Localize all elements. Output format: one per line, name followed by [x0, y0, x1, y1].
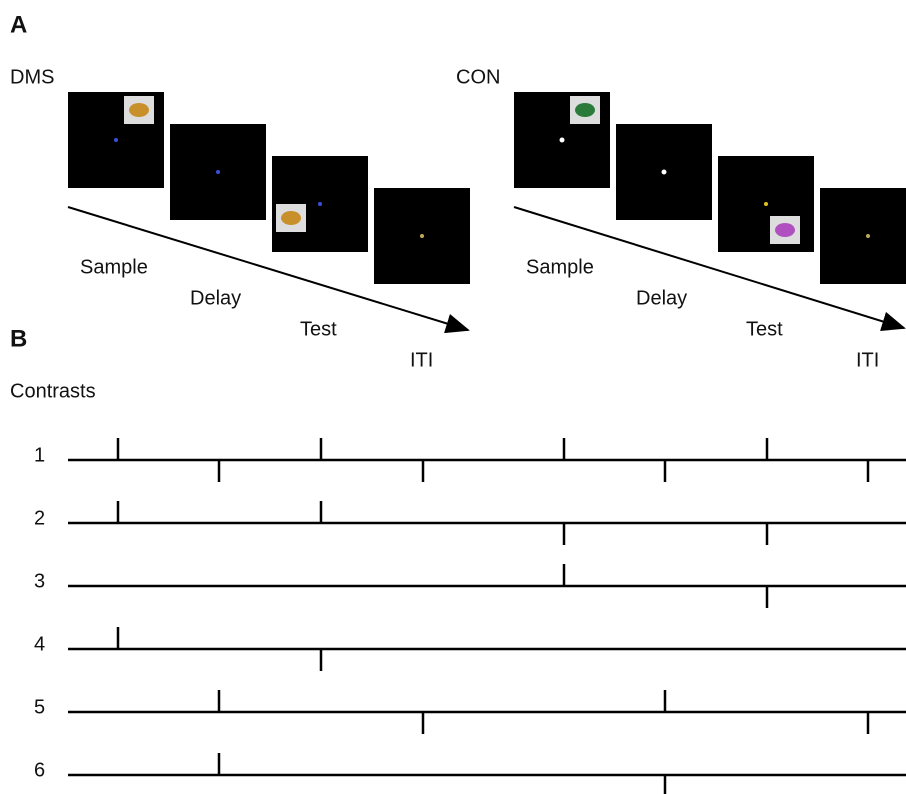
task-name: DMS	[10, 66, 54, 88]
stimulus-object	[775, 223, 795, 237]
task-panels: DMS Sample Delay Test ITI CON Sample Delay Test I…	[10, 66, 906, 371]
epoch-label: Sample	[526, 256, 594, 278]
row-label: 5	[34, 696, 45, 718]
stimulus-object	[575, 103, 595, 117]
epoch-label: Test	[746, 318, 783, 340]
epoch-label: ITI	[410, 349, 433, 371]
fixation-dot	[662, 170, 667, 175]
task-name: CON	[456, 66, 500, 88]
row-label: 2	[34, 507, 45, 529]
row-label: 6	[34, 759, 45, 781]
epoch-label: Test	[300, 318, 337, 340]
fixation-dot	[420, 234, 424, 238]
epoch-label: Delay	[636, 287, 687, 309]
fixation-dot	[114, 138, 118, 142]
fixation-dot	[764, 202, 768, 206]
fixation-dot	[866, 234, 870, 238]
epoch-label: Sample	[80, 256, 148, 278]
epoch-label: Delay	[190, 287, 241, 309]
row-label: 4	[34, 633, 45, 655]
stimulus-screen	[820, 188, 906, 284]
panel-title: Contrasts	[10, 380, 96, 402]
fixation-dot	[560, 138, 565, 143]
epoch-label: ITI	[856, 349, 879, 371]
stimulus-object	[281, 211, 301, 225]
row-label: 1	[34, 444, 45, 466]
panel-label: A	[10, 11, 27, 38]
row-label: 3	[34, 570, 45, 592]
fixation-dot	[216, 170, 220, 174]
contrast-rows: 1 2 3 4 5 6	[34, 438, 906, 794]
panel-label: B	[10, 325, 27, 352]
figure: A B Contrasts DMS Sample Delay Test ITI CON Sa…	[0, 0, 906, 794]
fixation-dot	[318, 202, 322, 206]
stimulus-object	[129, 103, 149, 117]
